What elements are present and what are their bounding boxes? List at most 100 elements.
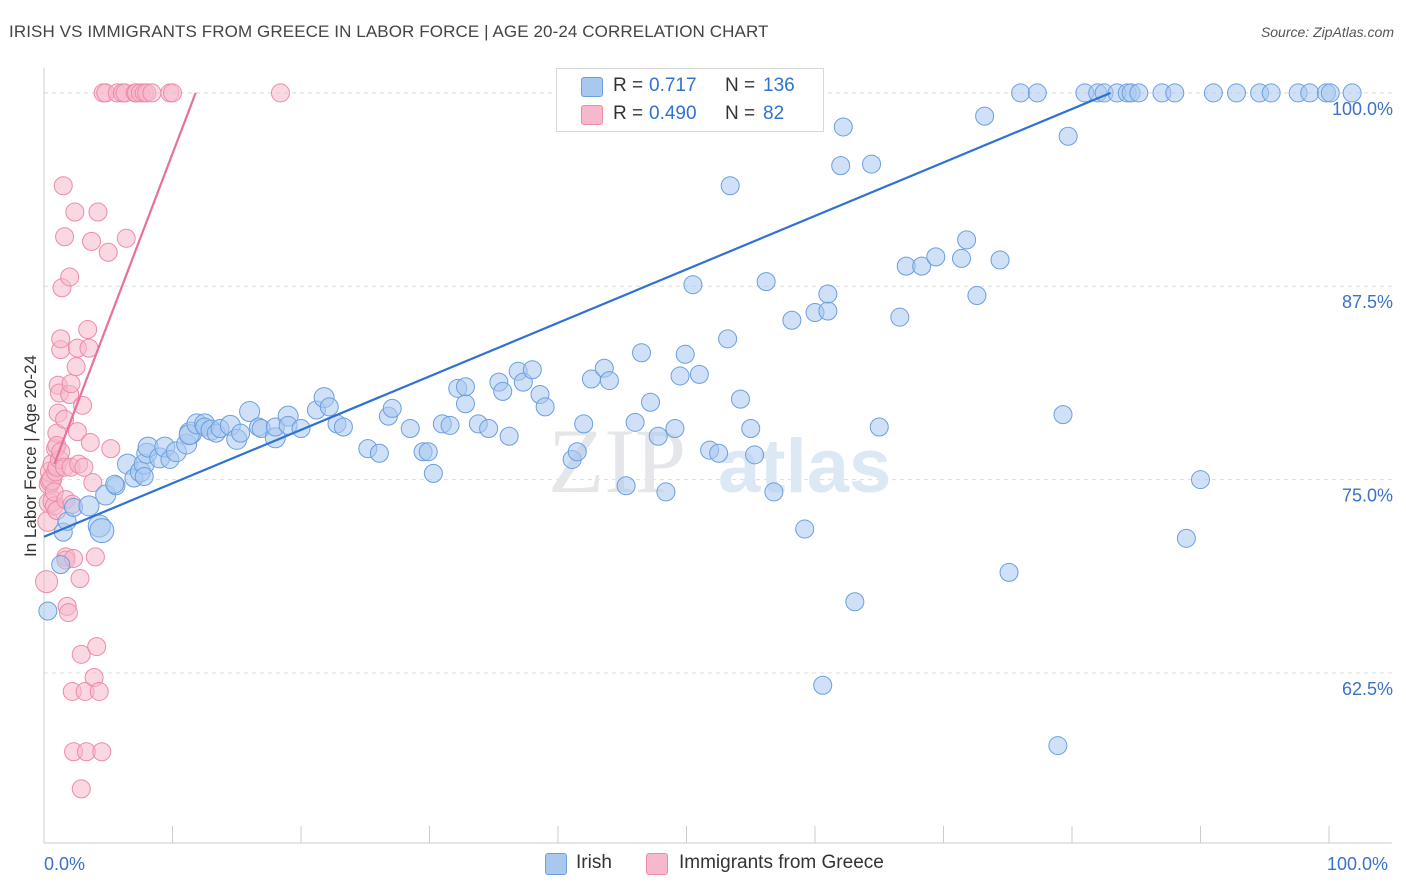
irish-point [455, 377, 475, 397]
greece-point [35, 570, 59, 594]
greece-point [101, 439, 121, 459]
greece-point [85, 547, 105, 567]
greece-point [163, 83, 182, 103]
irish-point [1320, 83, 1340, 103]
greece-point [58, 603, 78, 623]
irish-point [1165, 83, 1185, 103]
watermark-atlas: atlas [718, 424, 891, 509]
correlation-legend: R = 0.717 N = 136 R = 0.490 N = 82 [556, 68, 824, 132]
irish-point [134, 466, 154, 486]
irish-point [718, 329, 738, 349]
irish-point [648, 426, 668, 446]
irish-point [567, 442, 587, 462]
irish-point [599, 371, 619, 391]
legend-r-value: 0.490 [649, 103, 697, 124]
greece-point [92, 742, 112, 762]
legend-n-value: 82 [763, 103, 785, 124]
greece-point [82, 231, 102, 251]
irish-point [574, 414, 594, 434]
legend-r-value: 0.717 [649, 75, 697, 96]
x-tick-label-max: 100.0% [1327, 854, 1388, 874]
irish-point [999, 562, 1019, 582]
irish-point [656, 482, 676, 502]
y-tick-label: 100.0% [1332, 99, 1393, 119]
irish-point [951, 248, 971, 268]
irish-point [319, 397, 339, 417]
irish-point [818, 301, 838, 321]
greece-point [78, 320, 98, 340]
irish-point [890, 307, 910, 327]
irish-point [535, 397, 555, 417]
irish-point [912, 256, 932, 276]
irish-point [709, 443, 729, 463]
trend-lines [43, 91, 1111, 538]
greece-point [66, 357, 86, 377]
irish-point [1027, 83, 1047, 103]
irish-points [38, 83, 1362, 756]
y-tick-label: 75.0% [1342, 486, 1393, 506]
irish-point [1129, 83, 1149, 103]
greece-point [89, 681, 109, 701]
irish-point [1203, 83, 1223, 103]
greece-point [270, 83, 290, 103]
irish-point [440, 415, 460, 435]
greece-point [142, 83, 162, 103]
irish-point [741, 419, 761, 439]
irish-point [78, 495, 100, 517]
greece-point [67, 422, 87, 442]
irish-point [1261, 83, 1281, 103]
irish-point [1191, 470, 1210, 490]
irish-point [369, 443, 389, 463]
irish-point [957, 230, 977, 250]
irish-point [795, 519, 815, 539]
series-legend: Irish Immigrants from Greece [0, 852, 1406, 878]
irish-point [689, 364, 709, 384]
irish-point [625, 412, 645, 432]
irish-point [400, 419, 420, 439]
irish-point [670, 366, 690, 386]
irish-point [291, 419, 311, 439]
greece-point [71, 779, 91, 799]
irish-point [51, 555, 71, 575]
irish-legend-label: Irish [576, 852, 612, 873]
irish-point [1058, 126, 1078, 146]
irish-point [641, 392, 661, 412]
irish-point [675, 344, 695, 364]
irish-point [632, 343, 652, 363]
greece-point [80, 432, 100, 452]
irish-legend-icon [545, 853, 567, 875]
greece-point [83, 473, 103, 493]
irish-point [499, 426, 519, 446]
greece-point [61, 374, 81, 394]
greece-point [55, 227, 75, 247]
irish-point [231, 423, 251, 443]
irish-point [665, 419, 685, 439]
greece-point [98, 242, 118, 262]
y-tick-label: 87.5% [1342, 292, 1393, 312]
irish-point [239, 401, 261, 423]
greece-point [60, 267, 80, 287]
irish-point [818, 284, 838, 304]
greece-point [71, 644, 91, 664]
irish-swatch-icon [581, 77, 603, 97]
irish-point [720, 176, 740, 196]
irish-point [479, 419, 499, 439]
irish-point [1226, 83, 1246, 103]
irish-point [833, 117, 853, 137]
greece-point [87, 637, 107, 657]
irish-point [493, 381, 513, 401]
greece-legend-label: Immigrants from Greece [679, 852, 884, 873]
irish-point [990, 250, 1010, 270]
grid-lines [44, 92, 1392, 674]
irish-point [1048, 736, 1068, 756]
irish-point [105, 474, 125, 494]
y-tick-label: 62.5% [1342, 679, 1393, 699]
greece-point [88, 202, 108, 222]
irish-point [38, 601, 58, 621]
x-tick-label-min: 0.0% [44, 854, 85, 874]
greece-point [51, 329, 71, 349]
irish-point [730, 389, 750, 409]
irish-point [862, 154, 882, 174]
irish-point [89, 518, 115, 544]
greece-legend-icon [646, 853, 668, 875]
